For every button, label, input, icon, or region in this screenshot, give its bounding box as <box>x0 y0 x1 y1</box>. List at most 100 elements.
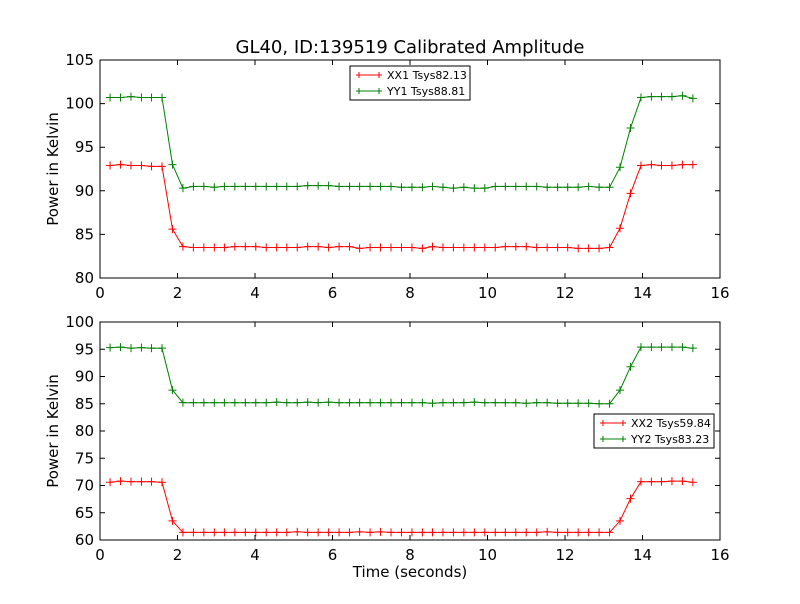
data-point <box>459 528 468 537</box>
data-point <box>470 243 479 252</box>
data-point <box>491 243 500 252</box>
data-point <box>584 528 593 537</box>
y-tick-label: 80 <box>75 422 94 440</box>
legend-label: XX1 Tsys82.13 <box>387 69 467 82</box>
data-point <box>418 183 427 192</box>
data-point <box>501 528 510 537</box>
data-point <box>626 124 635 133</box>
data-point <box>407 528 416 537</box>
data-point <box>137 93 146 102</box>
data-point <box>199 182 208 191</box>
data-point <box>106 343 115 352</box>
data-point <box>324 528 333 537</box>
data-point <box>147 477 156 486</box>
data-point <box>480 243 489 252</box>
data-point <box>574 528 583 537</box>
data-point <box>230 528 239 537</box>
y-tick-label: 80 <box>75 269 94 287</box>
data-point <box>616 386 625 395</box>
data-point <box>522 528 531 537</box>
data-point <box>584 182 593 191</box>
data-point <box>688 344 697 353</box>
legend-marker <box>356 88 382 94</box>
data-point <box>667 161 676 170</box>
data-point <box>459 243 468 252</box>
data-point <box>647 343 656 352</box>
legend-marker <box>356 72 382 78</box>
data-point <box>272 243 281 252</box>
data-point <box>667 92 676 101</box>
y-tick-label: 95 <box>75 138 94 156</box>
legend-marker <box>600 436 626 442</box>
data-point <box>178 242 187 251</box>
data-point <box>189 182 198 191</box>
data-point <box>282 243 291 252</box>
x-tick-label: 14 <box>633 546 652 564</box>
data-point <box>293 182 302 191</box>
data-point <box>501 398 510 407</box>
data-point <box>387 528 396 537</box>
data-point <box>397 398 406 407</box>
data-point <box>678 343 687 352</box>
series-line-xx1 <box>110 164 693 249</box>
y-tick-label: 60 <box>75 531 94 549</box>
data-point <box>647 477 656 486</box>
data-point <box>199 398 208 407</box>
data-point <box>376 527 385 536</box>
data-point <box>595 399 604 408</box>
data-point <box>657 343 666 352</box>
data-point <box>345 398 354 407</box>
data-point <box>678 160 687 169</box>
data-point <box>251 242 260 251</box>
data-point <box>189 398 198 407</box>
data-point <box>137 161 146 170</box>
data-point <box>428 242 437 251</box>
series-line-yy1 <box>110 95 694 189</box>
top-axes: 0 2 4 6 8 10 12 14 16 80 85 90 95 100 105 XX1 Tsys82.13… <box>65 51 729 302</box>
data-point <box>158 162 166 171</box>
data-point <box>647 92 656 101</box>
x-tick-label: 12 <box>555 546 574 564</box>
data-point <box>303 242 312 251</box>
y-tick-label: 100 <box>65 313 94 331</box>
data-point <box>511 182 520 191</box>
data-point <box>574 183 583 192</box>
data-point <box>491 528 500 537</box>
data-point <box>210 528 219 537</box>
data-point <box>324 243 333 252</box>
x-tick-label: 12 <box>555 284 574 302</box>
data-point <box>335 242 344 251</box>
data-point <box>158 344 166 353</box>
data-point <box>636 161 645 170</box>
x-tick-label: 16 <box>710 546 729 564</box>
data-point <box>324 398 333 407</box>
data-point <box>178 528 187 537</box>
data-point <box>480 528 489 537</box>
bottom-axes: 0 2 4 6 8 10 12 14 16 60 65 70 75 80 85 90 95 100 XX2 Tsys… <box>65 313 729 564</box>
data-point <box>355 527 364 536</box>
data-point <box>147 93 156 102</box>
x-tick-label: 16 <box>710 284 729 302</box>
data-point <box>584 244 593 253</box>
data-point <box>574 244 583 253</box>
data-point <box>387 398 396 407</box>
legend-label: XX2 Tsys59.84 <box>631 417 711 430</box>
data-point <box>116 93 125 102</box>
data-point <box>626 494 635 503</box>
data-point <box>210 398 219 407</box>
bottom-y-axis-label: Power in Kelvin <box>44 374 62 488</box>
data-point <box>282 398 291 407</box>
data-point <box>491 398 500 407</box>
data-point <box>106 161 115 170</box>
data-point <box>303 181 312 190</box>
data-point <box>511 398 520 407</box>
legend-marker <box>600 420 626 426</box>
data-point <box>355 244 364 253</box>
data-point <box>262 182 271 191</box>
data-point <box>397 243 406 252</box>
data-point <box>553 399 562 408</box>
data-point <box>428 399 437 408</box>
data-point <box>178 184 187 193</box>
